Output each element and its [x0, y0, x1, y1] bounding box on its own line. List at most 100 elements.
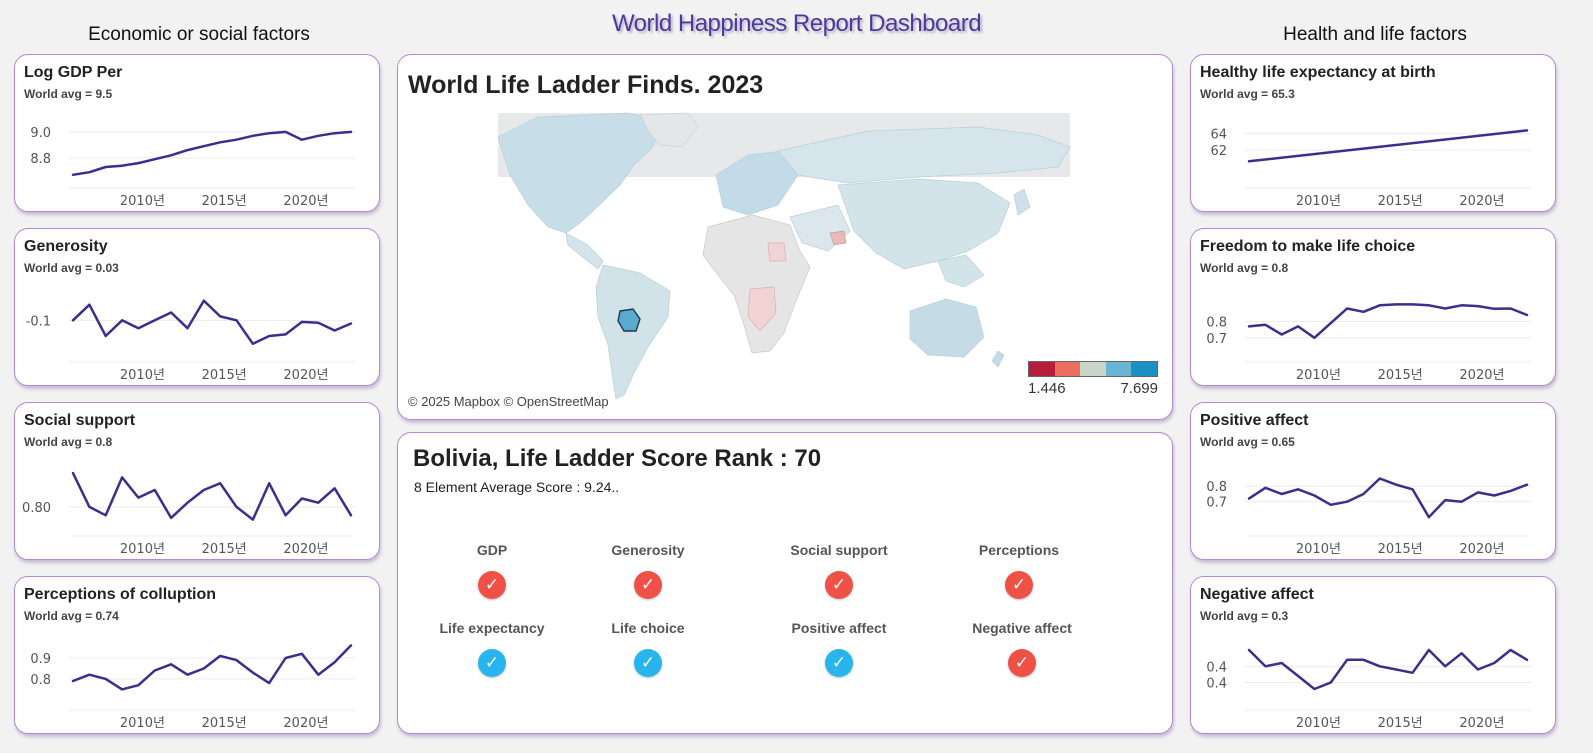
map-legend: 1.446 7.699 — [1028, 361, 1158, 397]
factor-positive-affect[interactable]: Positive affect ✓ — [754, 620, 924, 677]
y-tick-label: 0.9 — [30, 652, 51, 667]
series-line[interactable] — [71, 644, 353, 691]
y-tick-label: -0.1 — [26, 314, 51, 329]
series-line[interactable] — [1247, 648, 1529, 691]
generosity-card[interactable]: Generosity World avg = 0.03 -0.1 2010년 201… — [14, 228, 380, 386]
x-tick-label: 2010년 — [1296, 368, 1341, 383]
y-tick-label: 62 — [1210, 144, 1227, 159]
x-tick-label: 2015년 — [1378, 716, 1423, 731]
factor-social-support[interactable]: Social support ✓ — [754, 542, 924, 599]
map-region-sudan — [767, 242, 787, 262]
factor-label: Generosity — [611, 542, 685, 558]
x-tick-label: 2010년 — [1296, 716, 1341, 731]
y-tick-label: 8.8 — [30, 152, 51, 167]
check-icon: ✓ — [1005, 571, 1033, 599]
map-region-asia — [837, 178, 1011, 270]
card-subtitle: World avg = 0.8 — [1200, 261, 1289, 275]
check-icon: ✓ — [478, 649, 506, 677]
corruption-card[interactable]: Perceptions of colluption World avg = 0.… — [14, 576, 380, 734]
map-region-southeast-asia — [937, 254, 985, 288]
card-subtitle: World avg = 0.65 — [1200, 435, 1295, 449]
factor-label: GDP — [476, 542, 508, 558]
freedom-sparkline: 0.80.7 2010년 2015년 2020년 — [1206, 303, 1531, 383]
health-card[interactable]: Healthy life expectancy at birth World a… — [1190, 54, 1556, 212]
series-line[interactable] — [71, 471, 353, 521]
card-subtitle: World avg = 9.5 — [24, 87, 113, 101]
x-tick-label: 2020년 — [283, 194, 328, 209]
y-tick-label: 64 — [1210, 128, 1227, 143]
x-tick-label: 2020년 — [1459, 194, 1504, 209]
right-column-title: Health and life factors — [1283, 24, 1467, 45]
y-tick-label: 0.8 — [1206, 316, 1227, 331]
map-region-bolivia — [617, 308, 641, 332]
legend-color-bar — [1028, 361, 1158, 377]
map-region-north-america — [497, 112, 664, 234]
check-icon: ✓ — [634, 649, 662, 677]
card-subtitle: World avg = 0.3 — [1200, 609, 1289, 623]
map-attribution[interactable]: © 2025 Mapbox © OpenStreetMap — [408, 394, 609, 409]
card-subtitle: World avg = 0.03 — [24, 261, 119, 275]
card-title: Negative affect — [1200, 586, 1314, 603]
left-column-title: Economic or social factors — [88, 24, 310, 45]
x-tick-label: 2015년 — [202, 194, 247, 209]
map-region-south-america — [595, 264, 671, 400]
freedom-card[interactable]: Freedom to make life choice World avg = … — [1190, 228, 1556, 386]
rank-card: Bolivia, Life Ladder Score Rank : 70 8 E… — [397, 432, 1173, 734]
social-support-sparkline: 0.80 2010년 2015년 2020년 — [22, 471, 355, 557]
x-tick-label: 2010년 — [120, 716, 165, 731]
factor-label: Perceptions — [978, 542, 1060, 558]
factor-generosity[interactable]: Generosity ✓ — [563, 542, 733, 599]
legend-min: 1.446 — [1028, 380, 1066, 397]
factor-gdp[interactable]: GDP ✓ — [407, 542, 577, 599]
y-tick-label: 0.7 — [1206, 496, 1227, 511]
y-tick-label: 0.8 — [1206, 480, 1227, 495]
y-tick-label: 0.80 — [22, 501, 51, 516]
map-region-africa-low — [747, 286, 777, 332]
card-title: Freedom to make life choice — [1200, 238, 1416, 255]
series-line[interactable] — [1247, 129, 1529, 163]
y-tick-label: 0.7 — [1206, 332, 1227, 347]
factor-label: Life choice — [611, 620, 685, 636]
y-tick-label: 9.0 — [30, 126, 51, 141]
positive-affect-sparkline: 0.80.7 2010년 2015년 2020년 — [1206, 477, 1531, 557]
negative-affect-card[interactable]: Negative affect World avg = 0.3 0.4 0.4 20… — [1190, 576, 1556, 734]
legend-max: 7.699 — [1120, 380, 1158, 397]
check-icon: ✓ — [1008, 649, 1036, 677]
map-title: World Life Ladder Finds. 2023 — [408, 71, 764, 99]
gdp-card[interactable]: Log GDP Per World avg = 9.5 9.0 8.8 2010년 2… — [14, 54, 380, 212]
map-region-europe — [715, 150, 799, 216]
x-tick-label: 2015년 — [202, 368, 247, 383]
world-map[interactable] — [398, 55, 1173, 420]
series-line[interactable] — [1247, 477, 1529, 519]
y-tick-label: 0.4 — [1206, 677, 1227, 692]
factor-life-expectancy[interactable]: Life expectancy ✓ — [407, 620, 577, 677]
x-tick-label: 2015년 — [202, 716, 247, 731]
x-tick-label: 2010년 — [120, 194, 165, 209]
corruption-sparkline: 0.9 0.8 2010년 2015년 2020년 — [30, 644, 355, 731]
factor-perceptions[interactable]: Perceptions ✓ — [934, 542, 1104, 599]
series-line[interactable] — [71, 130, 353, 177]
map-region-new-zealand — [991, 350, 1005, 368]
card-title: Healthy life expectancy at birth — [1200, 64, 1436, 81]
card-title: Log GDP Per — [24, 64, 123, 81]
factor-label: Positive affect — [791, 620, 887, 636]
positive-affect-card[interactable]: Positive affect World avg = 0.65 0.8 0.7 2… — [1190, 402, 1556, 560]
social-support-card[interactable]: Social support World avg = 0.8 0.80 2010년… — [14, 402, 380, 560]
factor-life-choice[interactable]: Life choice ✓ — [563, 620, 733, 677]
x-tick-label: 2015년 — [1378, 368, 1423, 383]
card-title: Generosity — [24, 238, 108, 255]
check-icon: ✓ — [478, 571, 506, 599]
rank-subtitle: 8 Element Average Score : 9.24.. — [414, 479, 620, 495]
legend-swatch-3 — [1080, 362, 1106, 376]
x-tick-label: 2020년 — [1459, 368, 1504, 383]
series-line[interactable] — [71, 299, 353, 346]
card-subtitle: World avg = 65.3 — [1200, 87, 1295, 101]
factor-label: Negative affect — [972, 620, 1072, 636]
gdp-sparkline: 9.0 8.8 2010년 2015년 2020년 — [30, 126, 355, 209]
map-region-africa — [702, 214, 811, 354]
factor-negative-affect[interactable]: Negative affect ✓ — [937, 620, 1107, 677]
rank-title: Bolivia, Life Ladder Score Rank : 70 — [413, 445, 822, 472]
x-tick-label: 2010년 — [1296, 542, 1341, 557]
series-line[interactable] — [1247, 303, 1529, 340]
